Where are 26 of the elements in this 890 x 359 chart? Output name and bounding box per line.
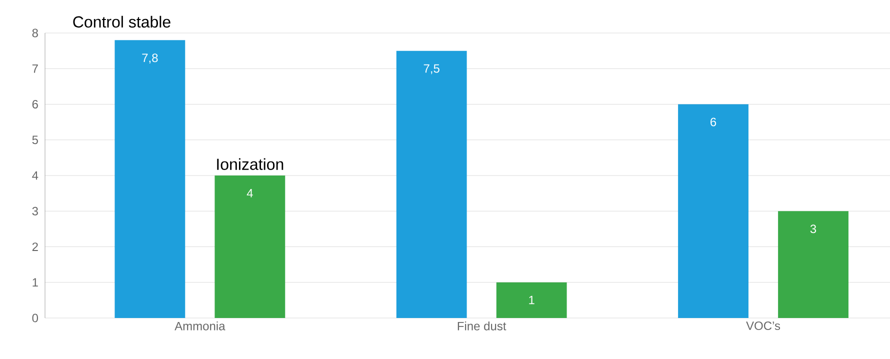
data-label: 7,8 xyxy=(142,54,158,64)
y-tick-label: 1 xyxy=(32,278,38,287)
bar xyxy=(114,40,186,318)
data-label: 1 xyxy=(529,296,534,304)
bar xyxy=(214,176,286,318)
y-tick-label: 3 xyxy=(32,206,38,216)
x-tick-label: Ammonia xyxy=(174,322,226,330)
bar xyxy=(778,211,848,318)
series-label: Ionization xyxy=(217,158,284,170)
bar xyxy=(496,282,567,318)
bar xyxy=(678,104,748,318)
series-label: Control stable xyxy=(73,16,170,28)
x-tick-label: VOC’s xyxy=(746,322,780,330)
data-label: 6 xyxy=(710,118,716,126)
data-label: 3 xyxy=(810,224,816,234)
y-tick-label: 2 xyxy=(32,242,38,251)
bar xyxy=(396,50,467,318)
y-tick-label: 8 xyxy=(32,28,38,38)
x-tick-label: Fine dust xyxy=(458,322,506,330)
y-tick-label: 5 xyxy=(32,136,38,144)
y-tick-label: 0 xyxy=(32,314,38,322)
y-tick-label: 7 xyxy=(32,64,38,73)
y-tick-label: 4 xyxy=(32,171,38,180)
y-tick-label: 6 xyxy=(32,100,38,109)
data-label: 7,5 xyxy=(424,64,440,74)
data-label: 4 xyxy=(246,189,253,198)
